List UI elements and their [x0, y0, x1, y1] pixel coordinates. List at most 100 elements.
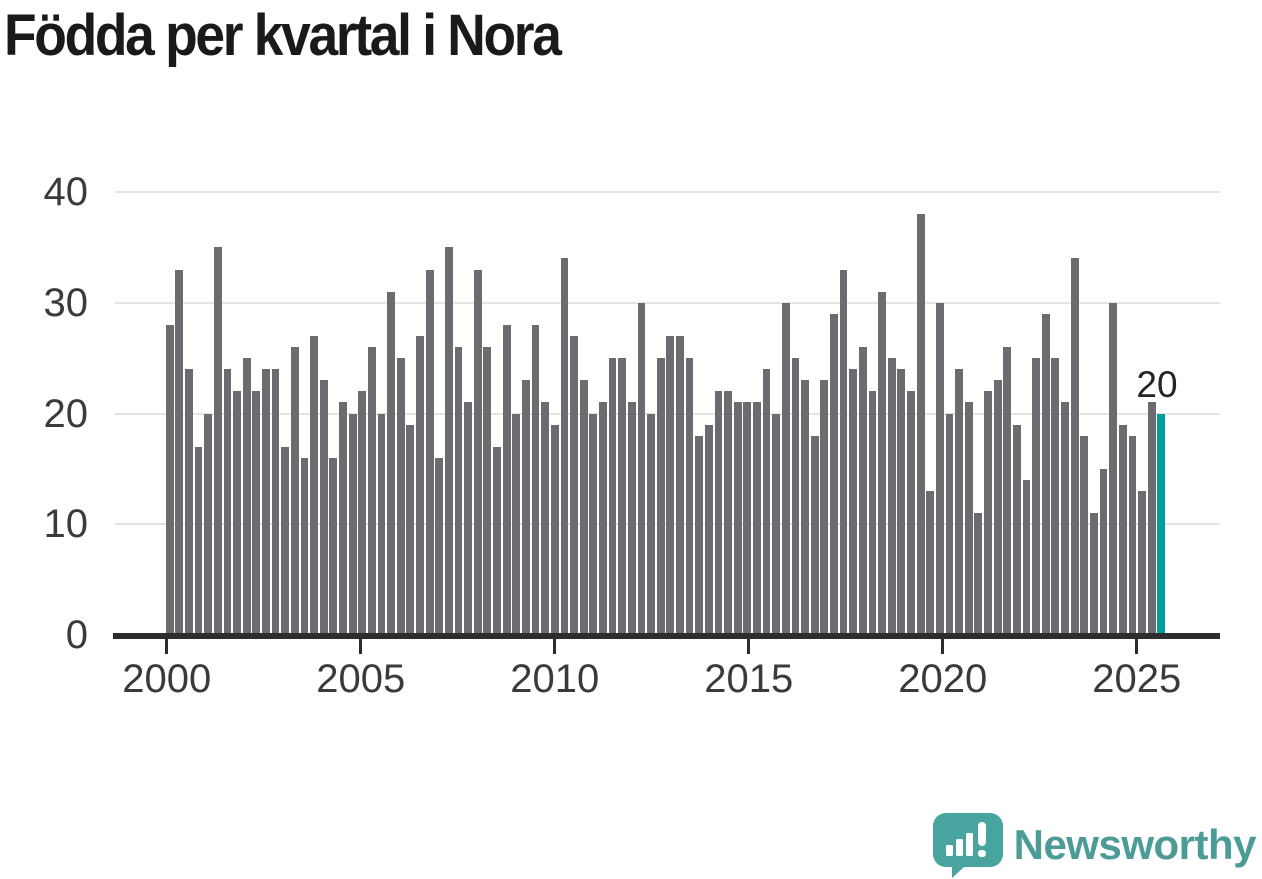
bar-quarter: [1109, 302, 1118, 635]
bar-quarter: [685, 358, 694, 635]
bar-quarter: [887, 358, 896, 635]
bar-quarter: [589, 413, 598, 635]
x-axis-label-2020: 2020: [898, 657, 988, 701]
gridline-y40: [115, 191, 1220, 193]
bar-quarter: [570, 335, 578, 635]
bar-quarter: [416, 335, 424, 635]
bar-quarter: [820, 380, 829, 635]
bar-quarter: [666, 335, 675, 635]
bar-quarter: [608, 358, 617, 635]
x-axis-tick-2010: [553, 639, 557, 654]
bar-quarter: [714, 391, 723, 635]
last-value-label: 20: [1136, 364, 1178, 405]
gridline-y30: [115, 301, 1220, 304]
bar-quarter: [348, 413, 357, 635]
bar-quarter: [541, 402, 550, 635]
bar-quarter: [974, 513, 983, 635]
bar-quarter: [233, 391, 241, 635]
bar-quarter: [358, 391, 367, 635]
bar-quarter: [1051, 358, 1060, 635]
bar-quarter: [204, 413, 213, 635]
bar-quarter: [560, 258, 569, 635]
bar-quarter: [801, 380, 809, 635]
y-axis-label-0: 0: [65, 613, 88, 657]
bar-quarter: [935, 302, 944, 635]
bar-quarter: [512, 413, 521, 635]
bar-quarter: [406, 424, 415, 635]
bar-quarter: [454, 347, 463, 635]
bar-quarter: [319, 380, 328, 635]
bar-quarter: [753, 402, 761, 635]
chart-title: Födda per kvartal i Nora: [4, 3, 562, 68]
x-axis-label-2015: 2015: [704, 657, 794, 701]
bar-quarter: [868, 391, 877, 635]
bar-quarter: [599, 402, 607, 635]
bar-quarter: [676, 335, 684, 635]
bar-quarter: [647, 413, 655, 635]
x-axis-label-2005: 2005: [316, 657, 406, 701]
bar-quarter: [290, 347, 299, 635]
bar-quarter: [1032, 358, 1041, 635]
bar-quarter: [1099, 468, 1108, 635]
bar-quarter: [579, 380, 588, 635]
x-axis-tick-2020: [941, 639, 945, 654]
bar-quarter: [387, 291, 396, 635]
bar-quarter: [1128, 435, 1137, 635]
x-axis-label-2000: 2000: [122, 657, 212, 701]
bar-quarter: [1118, 424, 1127, 635]
bar-quarter: [618, 358, 627, 635]
bar-quarter: [743, 402, 752, 635]
bar-quarter: [781, 302, 790, 635]
bar-quarter: [271, 369, 280, 635]
bar-quarter: [1012, 424, 1021, 635]
bar-quarter: [242, 358, 251, 635]
bar-quarter: [839, 269, 848, 635]
bar-quarter: [367, 347, 376, 635]
bar-latest-quarter-highlighted: [1157, 413, 1166, 635]
x-axis-tick-2025: [1135, 639, 1139, 654]
bar-quarter: [502, 324, 511, 635]
bar-quarter: [493, 446, 501, 635]
x-axis-label-2010: 2010: [510, 657, 600, 701]
bar-quarter: [858, 347, 867, 635]
bar-quarter: [300, 457, 309, 635]
bar-quarter: [810, 435, 819, 635]
bar-quarter: [165, 324, 174, 635]
bar-quarter: [964, 402, 973, 635]
bar-quarter: [329, 457, 338, 635]
bar-quarter: [1080, 435, 1089, 635]
bar-quarter: [175, 269, 184, 635]
bar-quarter: [907, 391, 915, 635]
bar-quarter: [637, 302, 646, 635]
bar-quarter: [194, 446, 203, 635]
newsworthy-logo: Newsworthy: [932, 811, 1257, 879]
bar-quarter: [656, 358, 665, 635]
x-axis-tick-2015: [747, 639, 751, 654]
newsworthy-wordmark: Newsworthy: [1013, 821, 1257, 868]
y-axis-label-20: 20: [43, 391, 89, 436]
bar-quarter: [223, 369, 232, 635]
bar-quarter: [531, 324, 540, 635]
bar-quarter: [830, 313, 838, 635]
bar-quarter: [1041, 313, 1050, 635]
bar-quarter: [772, 413, 781, 635]
bar-quarter: [955, 369, 963, 635]
bar-quarter: [213, 247, 222, 635]
bar-quarter: [1003, 347, 1012, 635]
bar-quarter: [993, 380, 1002, 635]
bar-quarter: [281, 446, 290, 635]
bar-quarter: [945, 413, 954, 635]
bar-quarter: [339, 402, 347, 635]
bar-quarter: [791, 358, 800, 635]
bar-quarter: [878, 291, 886, 635]
bar-quarter: [521, 380, 530, 635]
bar-quarter: [1061, 402, 1069, 635]
bar-quarter: [724, 391, 732, 635]
bar-quarter: [926, 491, 935, 635]
bar-quarter: [1022, 479, 1031, 635]
bar-quarter: [473, 269, 482, 635]
y-axis-label-10: 10: [43, 502, 89, 547]
bar-quarter: [733, 402, 742, 635]
bar-quarter: [1147, 402, 1156, 635]
